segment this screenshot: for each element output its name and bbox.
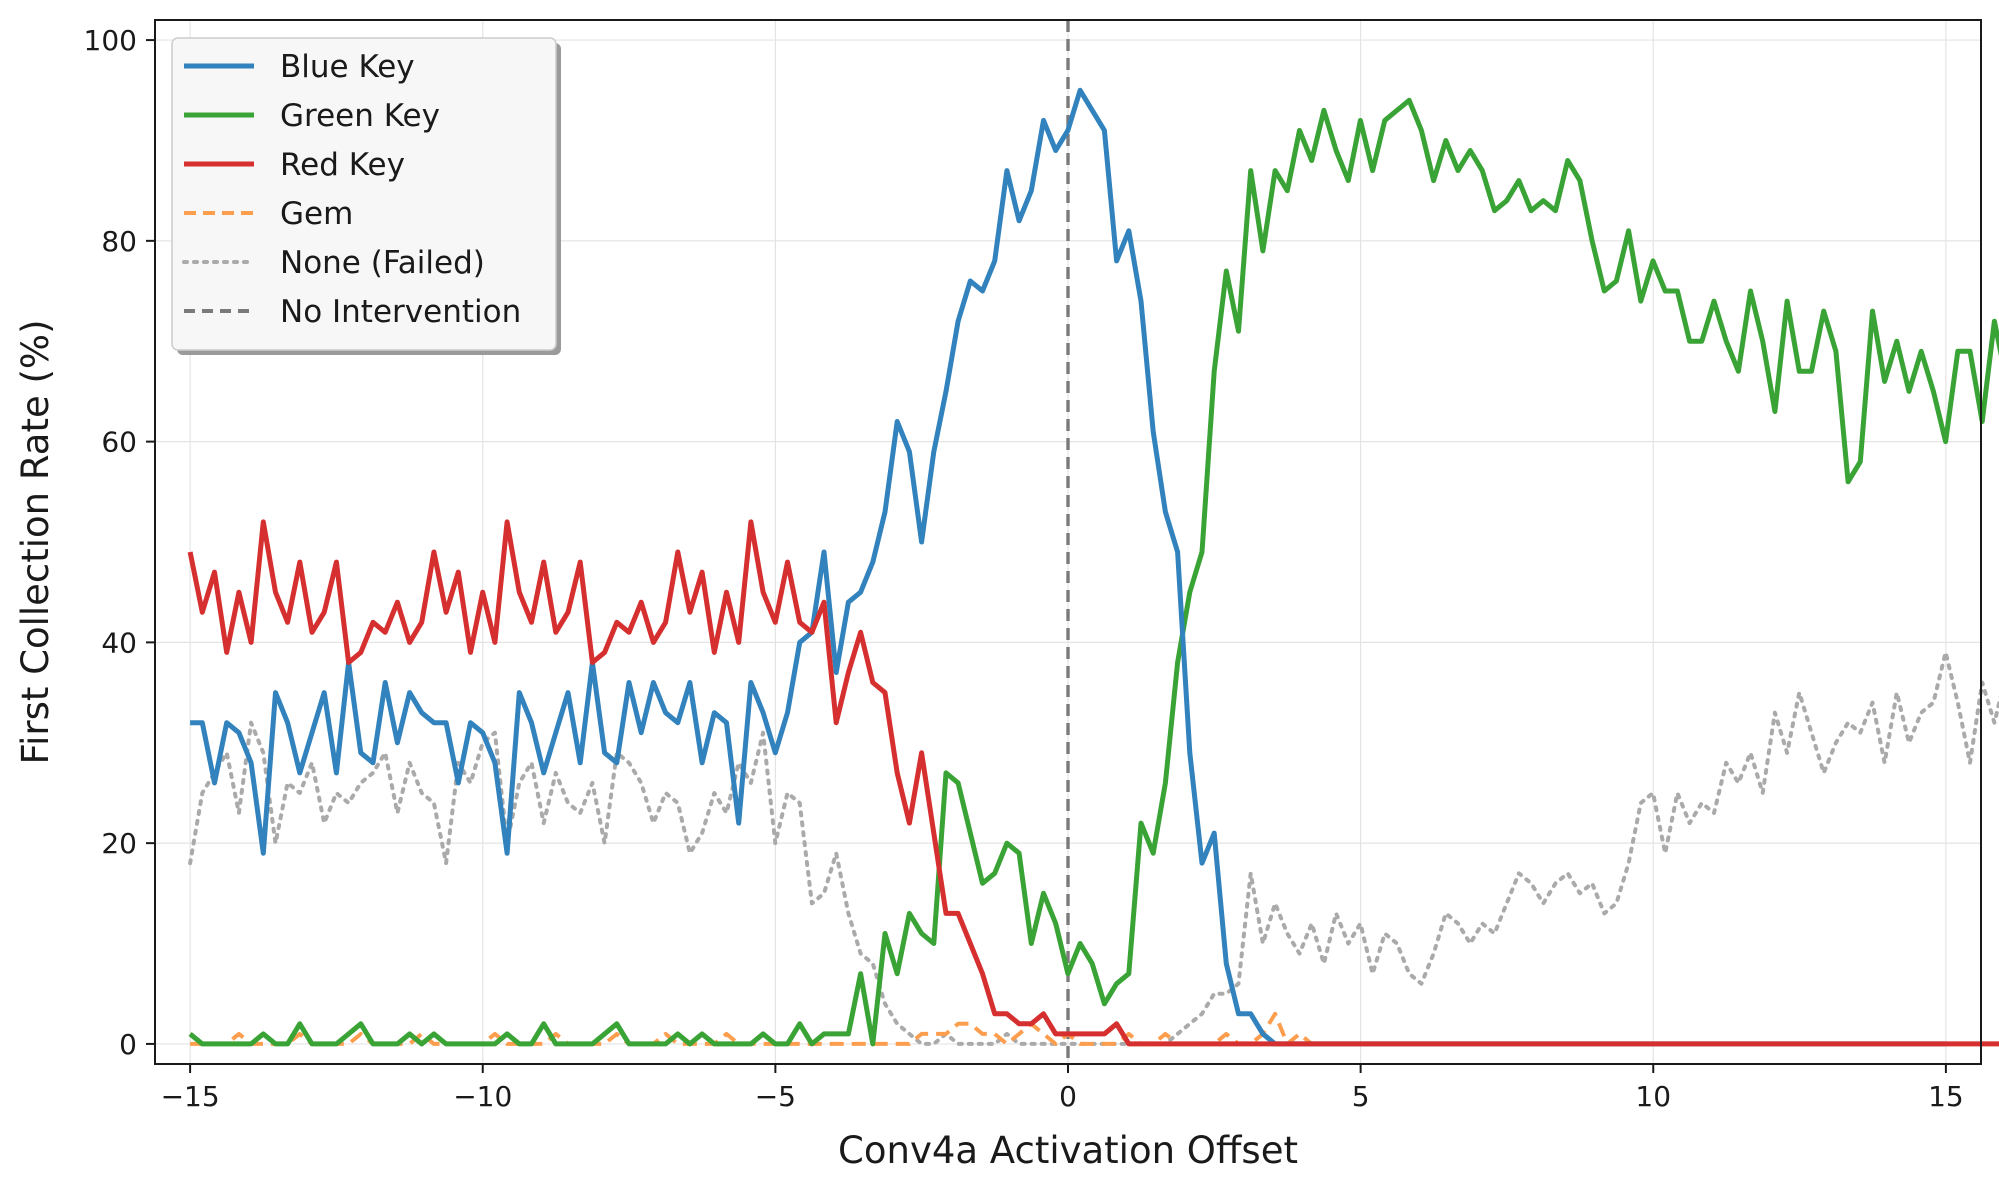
series-lines (187, 20, 1999, 1064)
x-axis-title: Conv4a Activation Offset (838, 1129, 1298, 1172)
plot-frame (154, 19, 1982, 1065)
y-tick-label: 40 (101, 626, 137, 659)
legend-label-green-key: Green Key (280, 98, 440, 134)
legend: Blue Key Green Key Red Key Gem None (Failed)… (171, 37, 561, 355)
series-line-red-key (187, 519, 1999, 1047)
x-tick-label: 10 (1635, 1080, 1671, 1113)
x-tick-label: 15 (1928, 1080, 1964, 1113)
series-line-green-key (188, 97, 1999, 1047)
y-tick-label: 20 (101, 827, 137, 860)
legend-label-no-intervention: No Intervention (280, 294, 521, 330)
legend-label-red-key: Red Key (280, 147, 405, 183)
legend-label-blue-key: Blue Key (280, 49, 415, 85)
y-tick-label: 0 (119, 1028, 137, 1061)
x-tick-label: 0 (1059, 1080, 1077, 1113)
x-tick-label: −15 (161, 1080, 220, 1113)
x-tick-label: −5 (755, 1080, 796, 1113)
x-tick-label: 5 (1352, 1080, 1370, 1113)
y-tick-label: 80 (101, 225, 137, 258)
legend-label-gem: Gem (280, 196, 353, 232)
x-tick-label: −10 (453, 1080, 512, 1113)
y-tick-label: 100 (84, 24, 137, 57)
legend-box (171, 37, 557, 351)
legend-label-none-failed: None (Failed) (280, 245, 485, 281)
y-axis-title: First Collection Rate (%) (14, 319, 57, 764)
axes: −15 −10 −5 0 5 10 15 0 20 40 60 80 100 (84, 24, 1964, 1113)
series-line-gem (190, 1011, 1999, 1046)
y-tick-label: 60 (101, 426, 137, 459)
